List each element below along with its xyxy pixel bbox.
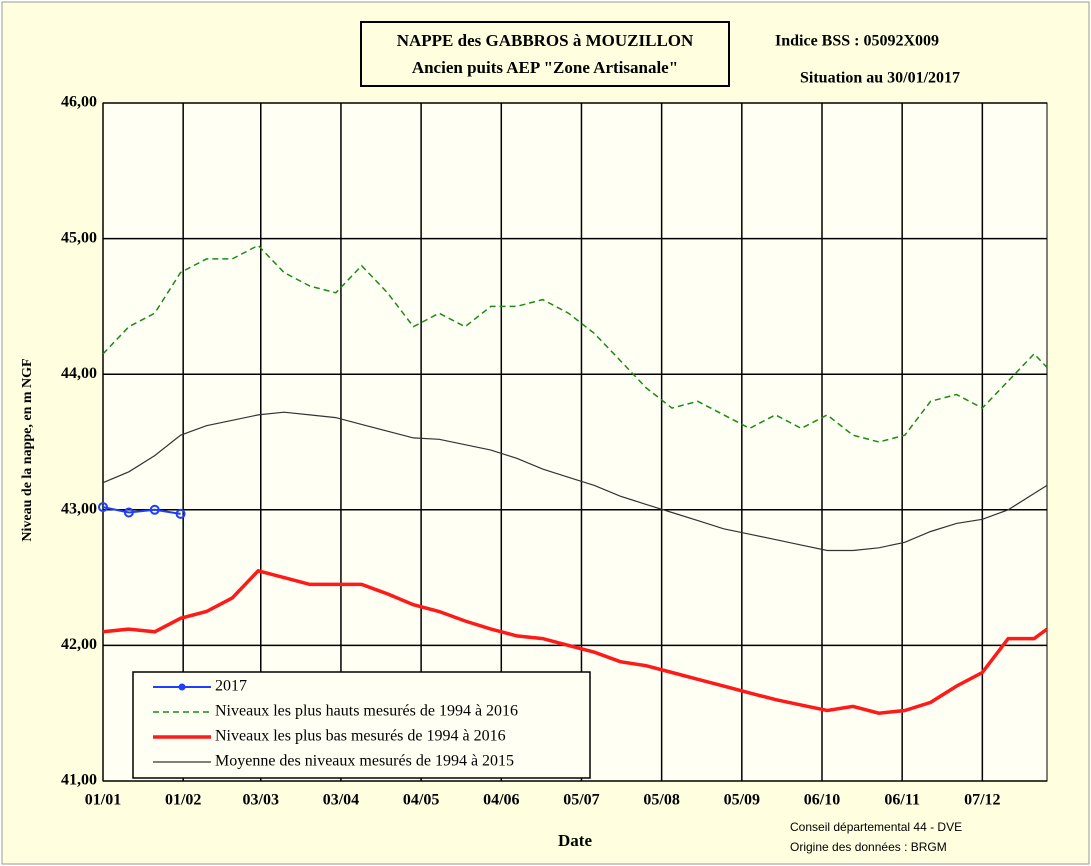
title-box [360, 21, 730, 87]
chart-title: NAPPE des GABBROS à MOUZILLON [397, 31, 694, 50]
y-tick-label: 41,00 [61, 772, 97, 789]
legend-marker [178, 683, 186, 691]
data-point [123, 507, 134, 518]
x-tick-label: 05/08 [643, 792, 679, 809]
subtitle: Indice BSS : 05092X009 [775, 33, 939, 50]
legend-label: Moyenne des niveaux mesurés de 1994 à 20… [215, 753, 514, 770]
legend-box [132, 671, 591, 779]
data-point [175, 508, 186, 519]
x-tick-label: 04/06 [483, 792, 519, 809]
y-tick-label: 46,00 [61, 94, 97, 111]
x-tick-label: 06/11 [884, 792, 920, 809]
x-tick-label: 05/07 [563, 792, 599, 809]
y-tick-label: 42,00 [61, 636, 97, 653]
credit: Conseil départemental 44 - DVE [790, 820, 962, 834]
x-tick-label: 03/03 [243, 792, 279, 809]
series-line [102, 506, 181, 515]
legend-label: 2017 [215, 678, 247, 695]
series-line [102, 568, 1049, 715]
x-tick-label: 01/02 [165, 792, 201, 809]
chart-title: Ancien puits AEP "Zone Artisanale" [412, 58, 678, 77]
x-tick-label: 04/05 [403, 792, 439, 809]
legend-label: Niveaux les plus bas mesurés de 1994 à 2… [215, 728, 506, 745]
y-tick-label: 45,00 [61, 229, 97, 246]
x-tick-label: 05/09 [724, 792, 760, 809]
x-tick-label: 03/04 [323, 792, 359, 809]
y-axis-label: Niveau de la nappe, en m NGF [20, 358, 35, 541]
credit: Origine des données : BRGM [790, 840, 947, 854]
x-tick-label: 01/01 [85, 792, 121, 809]
y-tick-label: 43,00 [61, 500, 97, 517]
legend-label: Niveaux les plus hauts mesurés de 1994 à… [215, 703, 518, 720]
data-point [149, 504, 160, 515]
x-tick-label: 06/10 [804, 792, 840, 809]
x-tick-label: 07/12 [964, 792, 1000, 809]
series-line [102, 411, 1048, 552]
x-axis-label: Date [558, 831, 592, 850]
series-line [102, 244, 1048, 443]
subtitle: Situation au 30/01/2017 [800, 70, 960, 87]
data-point [98, 502, 108, 513]
y-tick-label: 44,00 [61, 365, 97, 382]
